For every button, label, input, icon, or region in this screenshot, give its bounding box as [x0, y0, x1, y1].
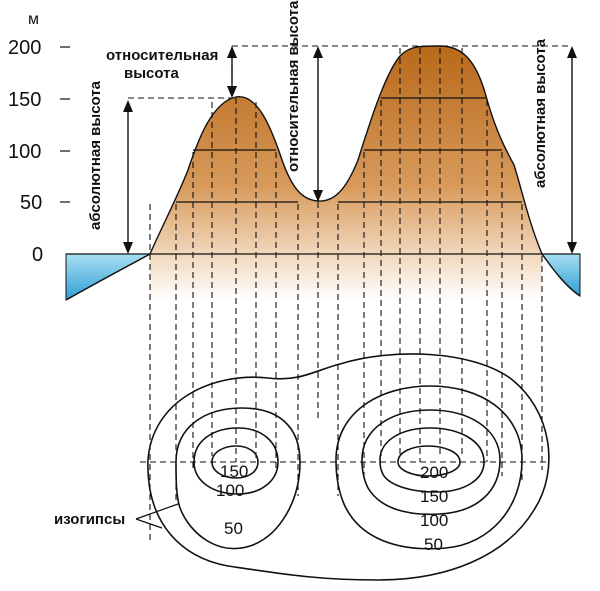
- contour-label-right-150: 150: [420, 487, 448, 506]
- tick-label-150: 150: [8, 89, 41, 111]
- terrain-profile: [150, 46, 542, 300]
- isohypses-leaders: [135, 503, 179, 529]
- label-relative-height-left-1: относительная: [106, 47, 218, 64]
- arrow-relative-left: [227, 46, 237, 98]
- contour-label-left-50: 50: [224, 519, 243, 538]
- contour-label-right-200: 200: [420, 463, 448, 482]
- terrain-outline: [149, 45, 581, 297]
- label-isohypses: изогипсы: [54, 511, 125, 528]
- terrain-outline-left: [65, 253, 151, 301]
- contour-left-50: [175, 407, 301, 550]
- arrow-absolute-left: [123, 100, 133, 254]
- contour-right-150: [379, 427, 485, 493]
- contour-right-100: [361, 409, 501, 516]
- tick-label-0: 0: [32, 244, 43, 266]
- tick-label-100: 100: [8, 141, 41, 163]
- label-relative-height-mid: относительная высота: [285, 0, 302, 172]
- contour-left-100: [193, 427, 279, 495]
- projection-lines: [149, 48, 543, 544]
- label-absolute-height-left: абсолютная высота: [87, 80, 104, 230]
- tick-label-200: 200: [8, 37, 41, 59]
- contour-label-right-100: 100: [420, 511, 448, 530]
- water-right: [541, 253, 581, 297]
- contour-label-left-100: 100: [216, 481, 244, 500]
- tick-label-50: 50: [20, 192, 42, 214]
- label-absolute-height-right: абсолютная высота: [532, 38, 549, 188]
- contour-label-right-50: 50: [424, 535, 443, 554]
- arrow-relative-mid: [313, 46, 323, 202]
- contour-right-50: [335, 385, 523, 550]
- axis-unit: м: [28, 11, 39, 28]
- contour-label-left-150: 150: [220, 462, 248, 481]
- contour-left-150: [211, 445, 259, 479]
- arrow-absolute-right: [567, 46, 577, 254]
- label-relative-height-left-2: высота: [124, 65, 180, 82]
- contour-zero: [147, 353, 550, 581]
